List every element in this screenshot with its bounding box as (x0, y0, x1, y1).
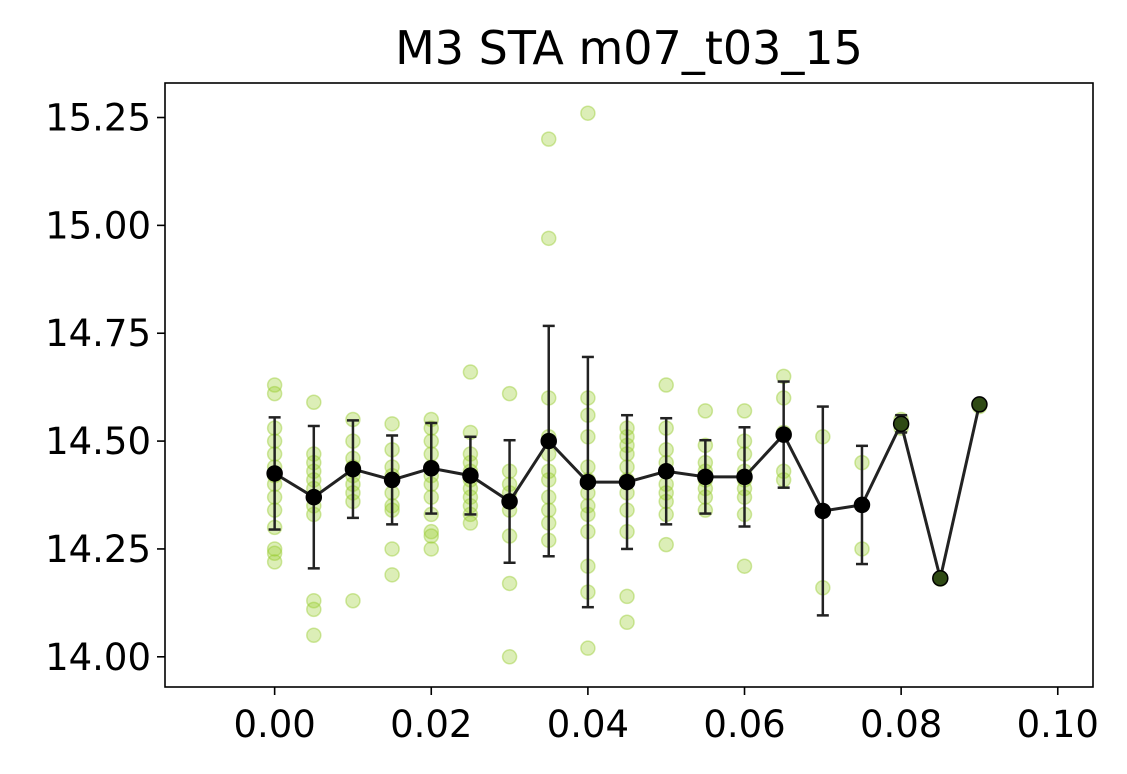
raw-point (736, 558, 753, 574)
mean-point (657, 463, 675, 480)
raw-point (423, 528, 440, 544)
mean-point (853, 496, 871, 514)
raw-point (580, 640, 596, 656)
mean-point (814, 502, 832, 520)
mean-point (462, 467, 479, 484)
raw-point (501, 575, 518, 592)
y-axis: 14.00 14.25 14.50 14.75 15.00 15.25 (45, 97, 165, 679)
raw-point (697, 403, 714, 419)
raw-point (384, 541, 400, 557)
plot-frame (164, 82, 1094, 688)
raw-point (736, 403, 753, 419)
raw-point (345, 592, 361, 609)
raw-point (501, 649, 518, 665)
x-tick-label: 0.02 (390, 703, 472, 746)
y-tick-label: 15.00 (45, 204, 151, 247)
mean-point (697, 468, 714, 486)
y-tick-label: 14.75 (45, 312, 151, 355)
y-tick-label: 14.00 (45, 636, 151, 679)
mean-point (266, 465, 283, 482)
x-tick-label: 0.00 (233, 703, 315, 746)
mean-point (971, 396, 988, 413)
mean-point (736, 468, 753, 486)
x-tick-label: 0.06 (703, 703, 785, 746)
mean-point (618, 473, 636, 491)
raw-point (266, 545, 283, 562)
raw-point (423, 541, 440, 557)
mean-point (579, 473, 597, 491)
raw-point (423, 523, 440, 540)
mean-point (344, 460, 362, 478)
raw-point (266, 377, 283, 393)
raw-point (580, 105, 596, 121)
y-tick-label: 15.25 (45, 97, 151, 140)
raw-point (266, 385, 283, 402)
x-tick-label: 0.10 (1017, 703, 1099, 746)
raw-point (619, 588, 635, 605)
raw-point (540, 230, 557, 247)
raw-point (462, 515, 479, 531)
raw-point (266, 554, 283, 570)
raw-point (306, 394, 322, 411)
mean-point (423, 460, 440, 477)
raw-point (306, 627, 322, 643)
mean-point (305, 488, 323, 506)
raw-point (306, 592, 322, 609)
raw-point (462, 364, 479, 380)
chart-title: M3 STA m07_t03_15 (395, 21, 863, 75)
raw-point (501, 385, 518, 402)
raw-point (658, 377, 674, 393)
raw-point (658, 536, 674, 553)
y-tick-label: 14.25 (45, 528, 151, 571)
x-axis: 0.00 0.02 0.04 0.06 0.08 0.10 (233, 687, 1099, 746)
mean-point (383, 471, 401, 489)
raw-point (619, 614, 635, 631)
raw-point (384, 567, 400, 583)
raw-point (266, 541, 283, 557)
mean-points (266, 396, 988, 587)
mean-point (501, 493, 518, 510)
x-tick-label: 0.08 (860, 703, 942, 746)
raw-point (306, 601, 322, 618)
mean-point (775, 426, 792, 443)
x-tick-label: 0.04 (547, 703, 629, 746)
raw-point (540, 131, 557, 147)
mean-point (540, 432, 557, 450)
mean-point (932, 570, 949, 587)
y-tick-label: 14.50 (45, 420, 151, 463)
mean-point (892, 415, 910, 433)
raw-point (384, 416, 400, 432)
